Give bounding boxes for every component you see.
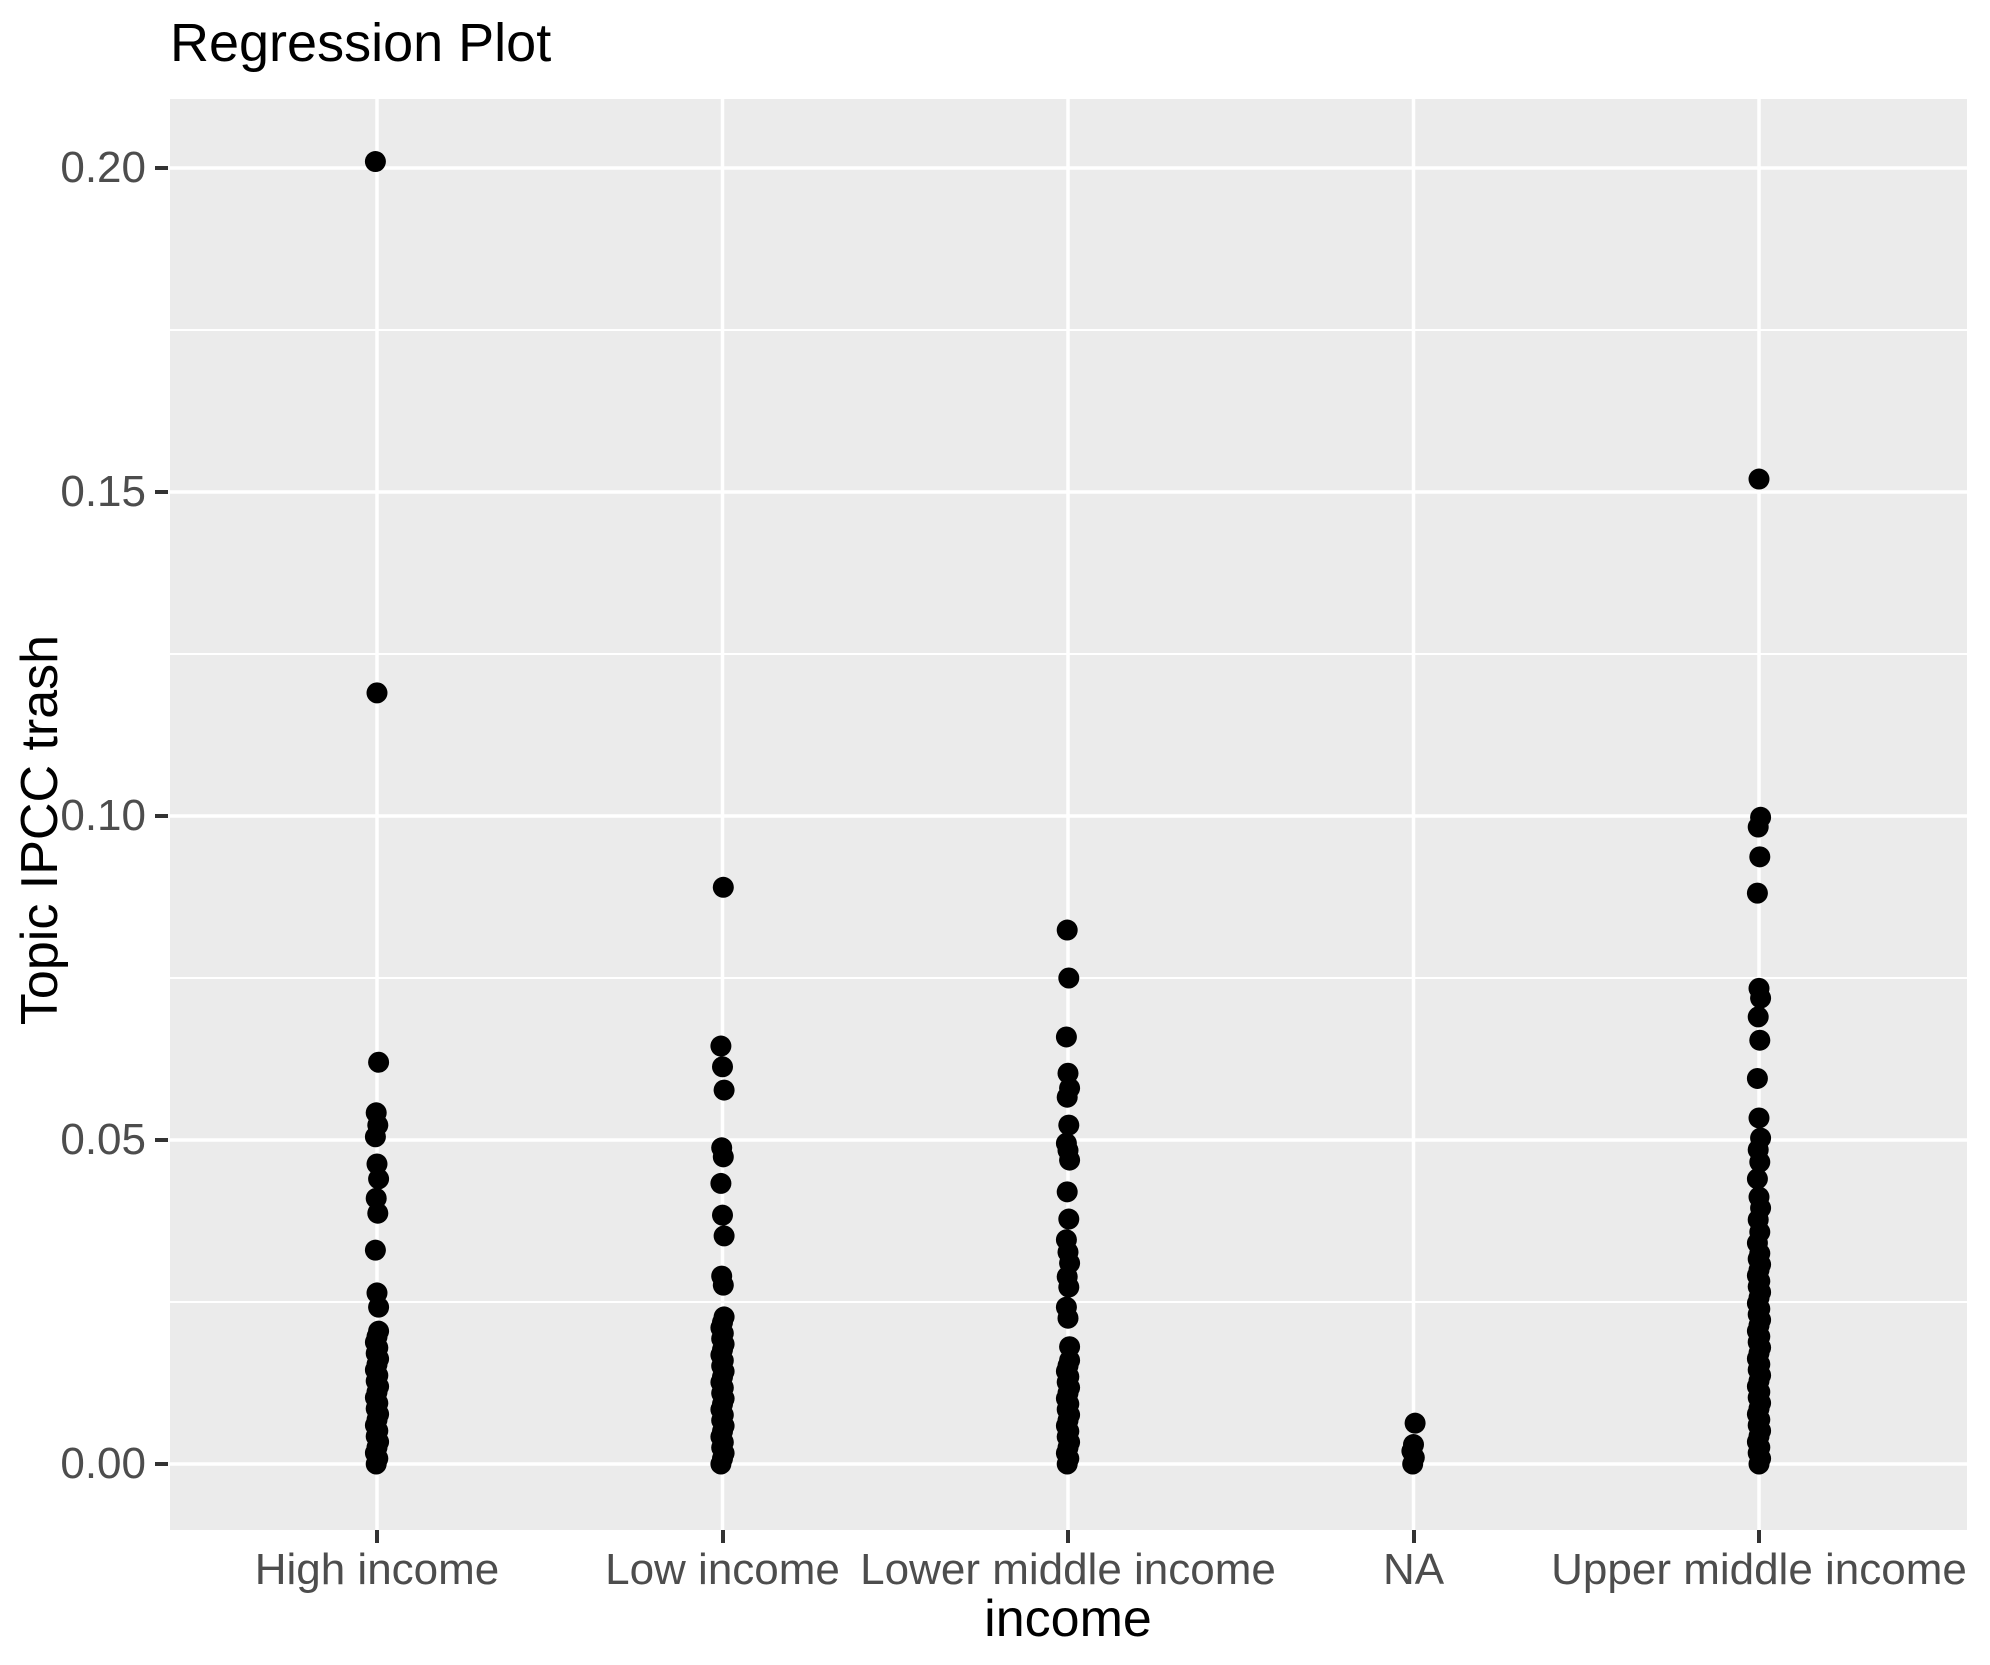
- y-tick-label: 0.05: [60, 1115, 146, 1164]
- data-point: [1746, 882, 1768, 904]
- data-point: [713, 1225, 735, 1247]
- data-point: [712, 1204, 733, 1226]
- y-tick-label: 0.00: [60, 1439, 146, 1488]
- x-tick-label: Lower middle income: [860, 1545, 1276, 1594]
- data-point: [1058, 967, 1080, 989]
- data-point: [1748, 468, 1770, 490]
- plot-title: Regression Plot: [170, 13, 552, 73]
- data-point: [710, 1035, 732, 1057]
- data-point: [1058, 1276, 1080, 1298]
- x-tick-label: Low income: [605, 1545, 840, 1594]
- data-point: [710, 1172, 732, 1194]
- data-point: [1056, 1086, 1078, 1108]
- data-point: [1749, 846, 1771, 868]
- data-point: [1056, 919, 1078, 941]
- data-point: [368, 1051, 390, 1073]
- data-point: [1059, 1349, 1081, 1371]
- data-point: [368, 1320, 390, 1342]
- data-point: [712, 876, 734, 898]
- x-tick-mark: [375, 1530, 379, 1543]
- y-tick-label: 0.20: [60, 143, 146, 192]
- data-point: [1749, 1151, 1771, 1173]
- data-point: [1749, 1029, 1771, 1051]
- data-point: [1055, 1026, 1077, 1048]
- y-tick-mark: [155, 166, 168, 170]
- data-point: [368, 1296, 390, 1318]
- data-point: [1057, 1307, 1079, 1329]
- y-tick-label: 0.10: [60, 791, 146, 840]
- plot-panel: [170, 99, 1967, 1530]
- data-point: [1749, 1242, 1771, 1264]
- data-point: [1746, 1067, 1768, 1089]
- data-point: [1746, 1168, 1768, 1190]
- y-tick-mark: [155, 814, 168, 818]
- x-axis-title: income: [984, 1590, 1152, 1648]
- chart-canvas: [170, 99, 1967, 1530]
- y-tick-mark: [155, 1138, 168, 1142]
- data-point: [713, 1306, 735, 1328]
- data-point: [1056, 1181, 1078, 1203]
- y-tick-mark: [155, 1462, 168, 1466]
- data-point: [368, 1168, 390, 1190]
- data-point: [1747, 816, 1769, 838]
- x-tick-mark: [1757, 1530, 1761, 1543]
- data-point: [1748, 1107, 1770, 1129]
- data-point: [712, 1146, 734, 1168]
- data-point: [1059, 1149, 1081, 1171]
- x-tick-mark: [720, 1530, 725, 1543]
- data-point: [713, 1079, 735, 1101]
- x-tick-label: NA: [1382, 1545, 1445, 1594]
- x-tick-label: Upper middle income: [1551, 1545, 1967, 1594]
- data-point: [366, 682, 388, 704]
- data-point: [1403, 1434, 1424, 1456]
- data-point: [1058, 1208, 1080, 1230]
- data-point: [364, 1239, 386, 1261]
- data-point: [712, 1056, 733, 1078]
- data-point: [712, 1274, 734, 1296]
- x-tick-mark: [1066, 1530, 1070, 1543]
- y-tick-label: 0.15: [60, 467, 146, 516]
- data-point: [1750, 987, 1772, 1009]
- data-point: [1058, 1114, 1080, 1136]
- data-point: [1747, 1006, 1769, 1028]
- data-point: [364, 1126, 386, 1148]
- x-tick-mark: [1411, 1530, 1416, 1543]
- x-tick-label: High income: [254, 1545, 500, 1594]
- data-point: [367, 1202, 389, 1224]
- data-point: [364, 151, 386, 173]
- y-tick-mark: [155, 490, 168, 494]
- data-point: [1404, 1412, 1426, 1434]
